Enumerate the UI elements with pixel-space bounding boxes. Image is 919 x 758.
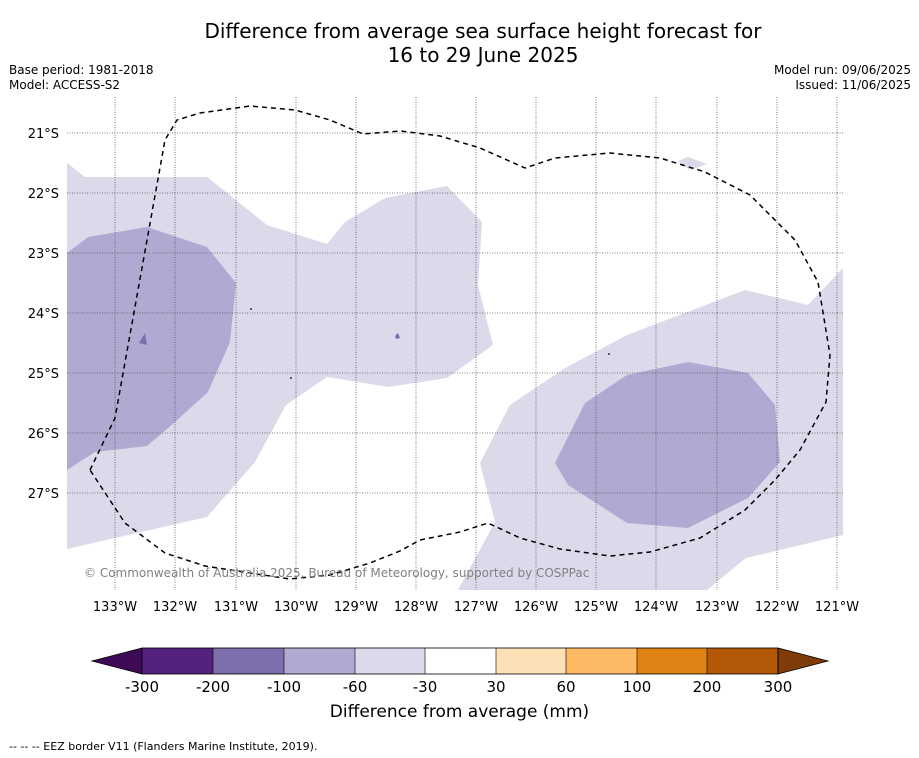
map-canvas: 21°S 22°S 23°S 24°S 25°S 26°S 27°S 133°W… [28, 97, 859, 696]
colorbar-bin-1 [142, 648, 213, 674]
colorbar-tick-1: -300 [125, 678, 159, 696]
colorbar-bin-5 [425, 648, 496, 674]
colorbar-bin-3 [284, 648, 355, 674]
lon-label-129: 129°W [334, 600, 378, 615]
lat-label-24: 24°S [28, 307, 59, 322]
fill-light-patch [678, 157, 707, 170]
eez-footnote: -- -- -- EEZ border V11 (Flanders Marine… [9, 740, 318, 753]
meta-right: Model run: 09/06/2025 Issued: 11/06/2025 [774, 63, 911, 93]
colorbar-bin-2 [213, 648, 284, 674]
colorbar-title: Difference from average (mm) [329, 702, 590, 722]
lon-label-131: 131°W [214, 600, 258, 615]
lon-label-124: 124°W [634, 600, 678, 615]
colorbar-extend-low [90, 647, 143, 675]
colorbar-tick-8: 100 [623, 678, 652, 696]
colorbar-tick-10: 300 [764, 678, 793, 696]
fill-mid-east [555, 362, 780, 528]
anomaly-fills [67, 157, 843, 590]
fill-speck-4 [290, 377, 292, 379]
colorbar-bin-9 [707, 648, 778, 674]
lon-label-128: 128°W [394, 600, 438, 615]
fill-speck-1 [139, 333, 147, 345]
colorbar-tick-5: -30 [413, 678, 438, 696]
gridlines [67, 97, 843, 590]
model-run: Model run: 09/06/2025 [773, 63, 911, 77]
title-line-2: 16 to 29 June 2025 [387, 43, 579, 67]
colorbar-extend-high [777, 647, 830, 675]
lon-label-123: 123°W [695, 600, 739, 615]
lon-label-125: 125°W [574, 600, 618, 615]
fill-mid-west [67, 227, 236, 470]
model-name: Model: ACCESS-S2 [9, 78, 121, 92]
lat-labels: 21°S 22°S 23°S 24°S 25°S 26°S 27°S [28, 127, 59, 502]
colorbar-tick-7: 60 [556, 678, 575, 696]
colorbar-tick-4: -60 [343, 678, 368, 696]
lat-label-26: 26°S [28, 427, 59, 442]
lon-label-127: 127°W [454, 600, 498, 615]
lat-label-21: 21°S [28, 127, 59, 142]
lon-labels: 133°W 132°W 131°W 130°W 129°W 128°W 127°… [93, 600, 859, 615]
lon-label-130: 130°W [274, 600, 318, 615]
colorbar-bin-7 [566, 648, 637, 674]
colorbar-tick-3: -100 [267, 678, 301, 696]
lon-label-122: 122°W [755, 600, 799, 615]
lon-label-126: 126°W [514, 600, 558, 615]
title-line-1: Difference from average sea surface heig… [204, 19, 762, 43]
colorbar-outline [141, 647, 779, 675]
lon-label-121: 121°W [815, 600, 859, 615]
fill-speck-5 [608, 353, 610, 355]
lat-label-22: 22°S [28, 187, 59, 202]
lon-label-133: 133°W [93, 600, 137, 615]
colorbar-dividers [212, 648, 708, 674]
lon-label-132: 132°W [153, 600, 197, 615]
meta-left: Base period: 1981-2018 Model: ACCESS-S2 [9, 63, 154, 93]
colorbar-tick-6: 30 [486, 678, 505, 696]
colorbar: -300 -200 -100 -60 -30 30 60 100 200 300 [90, 647, 830, 696]
eez-border [89, 105, 831, 580]
copyright-notice: © Commonwealth of Australia 2025, Bureau… [84, 566, 589, 580]
colorbar-tick-2: -200 [196, 678, 230, 696]
colorbar-bin-4 [355, 648, 425, 674]
fill-speck-3 [250, 308, 252, 310]
lat-label-23: 23°S [28, 247, 59, 262]
base-period: Base period: 1981-2018 [9, 63, 154, 77]
fill-speck-2 [395, 333, 400, 339]
colorbar-bin-8 [637, 648, 707, 674]
lat-label-27: 27°S [28, 487, 59, 502]
colorbar-bin-6 [496, 648, 566, 674]
issued-date: Issued: 11/06/2025 [795, 78, 911, 92]
map-title: Difference from average sea surface heig… [0, 19, 919, 67]
colorbar-tick-9: 200 [693, 678, 722, 696]
lat-label-25: 25°S [28, 367, 59, 382]
